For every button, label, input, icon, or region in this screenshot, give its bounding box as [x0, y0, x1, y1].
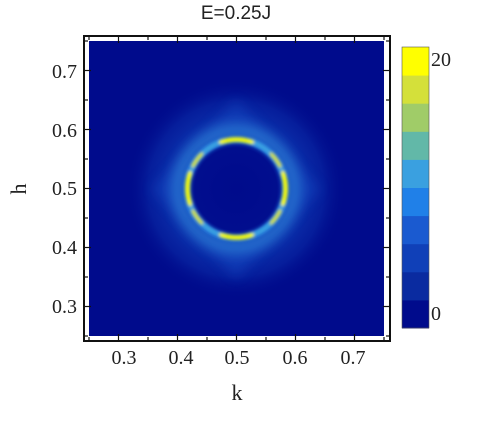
ring-peak-diagonal — [191, 152, 204, 168]
colorbar — [402, 47, 429, 329]
x-tick-label: 0.7 — [341, 347, 366, 369]
heatmap-ring-glow — [172, 125, 300, 253]
y-tick-label: 0.7 — [52, 61, 77, 83]
ring-peak — [219, 137, 254, 145]
x-tick-label: 0.6 — [283, 347, 308, 369]
heatmap-ring-peaks — [185, 137, 288, 240]
colorbar-band — [402, 159, 429, 188]
ring-peak-diagonal — [269, 152, 282, 168]
y-tick-label: 0.5 — [52, 178, 77, 200]
ring-peak — [185, 171, 193, 206]
colorbar-frame — [401, 46, 430, 329]
colorbar-band — [402, 271, 429, 301]
colorbar-band — [402, 215, 429, 245]
y-tick-label: 0.6 — [52, 120, 77, 142]
y-axis-label: h — [6, 184, 31, 195]
colorbar-band — [402, 187, 429, 217]
axis-ticks — [84, 36, 390, 341]
colorbar-band — [402, 299, 429, 329]
colorbar-max-label: 20 — [431, 49, 451, 71]
ring-peak-diagonal — [191, 209, 204, 225]
ring-peak-diagonal — [269, 209, 282, 225]
x-tick-label: 0.5 — [225, 347, 250, 369]
colorbar-band — [402, 47, 429, 76]
y-tick-label: 0.3 — [52, 296, 77, 318]
y-tick-label: 0.4 — [52, 237, 77, 259]
colorbar-min-label: 0 — [431, 303, 441, 325]
ring-peak — [280, 171, 288, 206]
ring-peak — [219, 232, 254, 240]
colorbar-band — [402, 131, 429, 160]
x-tick-label: 0.4 — [169, 347, 194, 369]
colorbar-band — [402, 243, 429, 273]
x-axis-label: k — [232, 380, 243, 405]
colorbar-band — [402, 103, 429, 132]
heatmap — [89, 41, 384, 336]
chart-title: E=0.25J — [201, 3, 271, 24]
heatmap-inner — [184, 137, 288, 241]
x-tick-label: 0.3 — [112, 347, 137, 369]
colorbar-band — [402, 75, 429, 104]
